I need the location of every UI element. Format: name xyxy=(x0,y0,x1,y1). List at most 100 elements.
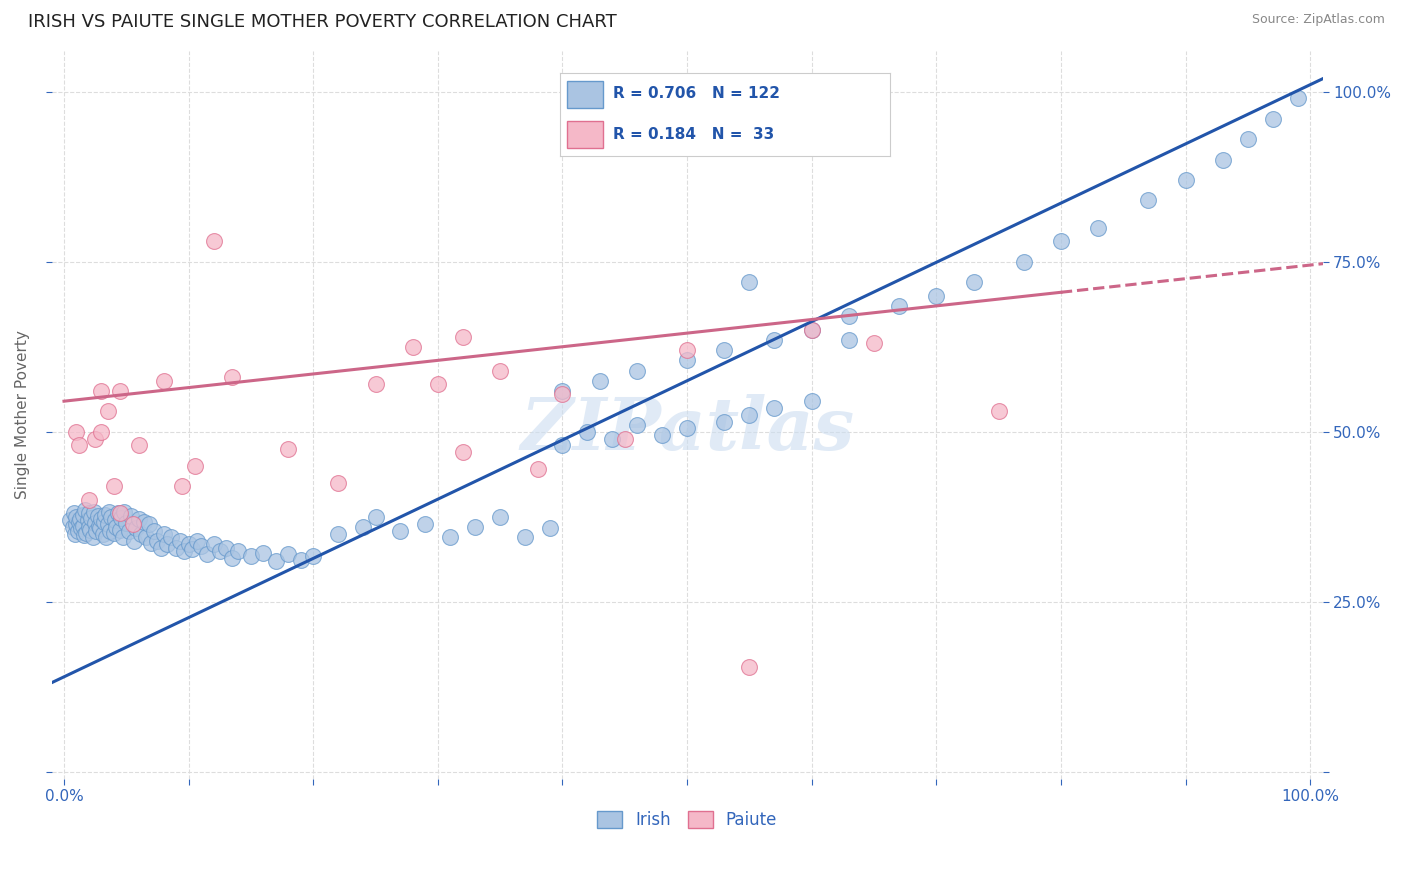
Point xyxy=(65,425,87,439)
Point xyxy=(551,387,574,401)
Point xyxy=(221,550,243,565)
Point xyxy=(75,525,97,540)
Point xyxy=(138,516,160,531)
Y-axis label: Single Mother Poverty: Single Mother Poverty xyxy=(15,330,30,500)
Point xyxy=(125,521,148,535)
Point xyxy=(132,515,155,529)
Point xyxy=(221,370,243,384)
Point xyxy=(863,336,886,351)
Point xyxy=(120,509,142,524)
Point xyxy=(121,516,143,531)
Point xyxy=(228,544,250,558)
Point xyxy=(415,516,437,531)
Point xyxy=(108,507,131,521)
Text: ZIPatlas: ZIPatlas xyxy=(520,394,853,465)
Point xyxy=(89,521,111,535)
Point xyxy=(156,537,179,551)
Point xyxy=(600,432,623,446)
Point xyxy=(172,479,194,493)
Point xyxy=(86,524,108,538)
Point xyxy=(65,509,87,524)
Point xyxy=(84,432,107,446)
Point xyxy=(651,428,673,442)
Point xyxy=(103,525,125,540)
Point xyxy=(538,521,561,535)
Point xyxy=(1050,234,1073,248)
Point xyxy=(94,508,117,522)
Point xyxy=(177,537,200,551)
Point xyxy=(181,541,204,556)
Point xyxy=(73,528,96,542)
Point xyxy=(713,343,735,358)
Point xyxy=(576,425,599,439)
Point xyxy=(82,530,104,544)
Text: Source: ZipAtlas.com: Source: ZipAtlas.com xyxy=(1251,13,1385,27)
Point xyxy=(402,340,425,354)
Point xyxy=(1012,254,1035,268)
Point xyxy=(613,432,636,446)
Point xyxy=(451,329,474,343)
Point xyxy=(676,353,699,368)
Point xyxy=(67,438,90,452)
Point xyxy=(146,533,169,548)
Point xyxy=(326,475,349,490)
Point xyxy=(75,503,97,517)
Point xyxy=(800,323,823,337)
Point xyxy=(352,520,374,534)
Point xyxy=(111,530,134,544)
Point xyxy=(105,520,128,534)
Point xyxy=(589,374,612,388)
Point xyxy=(738,659,761,673)
Legend: Irish, Paiute: Irish, Paiute xyxy=(591,805,785,836)
Point xyxy=(128,512,150,526)
Point xyxy=(987,404,1010,418)
Point xyxy=(1261,112,1284,126)
Point xyxy=(107,507,129,521)
Point xyxy=(69,512,91,526)
Point xyxy=(108,384,131,398)
Text: IRISH VS PAIUTE SINGLE MOTHER POVERTY CORRELATION CHART: IRISH VS PAIUTE SINGLE MOTHER POVERTY CO… xyxy=(28,13,617,31)
Point xyxy=(112,505,135,519)
Point xyxy=(626,363,648,377)
Point xyxy=(72,518,94,533)
Point xyxy=(87,518,110,533)
Point xyxy=(925,288,948,302)
Point xyxy=(97,404,120,418)
Point xyxy=(67,515,90,529)
Point xyxy=(277,547,299,561)
Point xyxy=(135,530,157,544)
Point xyxy=(489,363,512,377)
Point xyxy=(142,524,165,538)
Point xyxy=(239,549,262,563)
Point xyxy=(800,394,823,409)
Point xyxy=(80,510,103,524)
Point xyxy=(96,530,118,544)
Point xyxy=(62,520,84,534)
Point xyxy=(91,527,114,541)
Point xyxy=(77,492,100,507)
Point xyxy=(152,374,174,388)
Point xyxy=(90,512,112,526)
Point xyxy=(389,524,412,538)
Point xyxy=(252,546,274,560)
Point xyxy=(763,333,786,347)
Point xyxy=(160,530,183,544)
Point xyxy=(128,438,150,452)
Point xyxy=(110,510,132,524)
Point xyxy=(838,309,860,323)
Point xyxy=(76,513,98,527)
Point xyxy=(800,323,823,337)
Point xyxy=(676,343,699,358)
Point xyxy=(713,415,735,429)
Point xyxy=(93,515,115,529)
Point xyxy=(97,516,120,531)
Point xyxy=(84,516,107,530)
Point xyxy=(1137,194,1160,208)
Point xyxy=(152,527,174,541)
Point xyxy=(464,520,486,534)
Point xyxy=(302,549,325,563)
Point xyxy=(115,516,138,530)
Point xyxy=(97,505,120,519)
Point xyxy=(77,520,100,534)
Point xyxy=(426,377,449,392)
